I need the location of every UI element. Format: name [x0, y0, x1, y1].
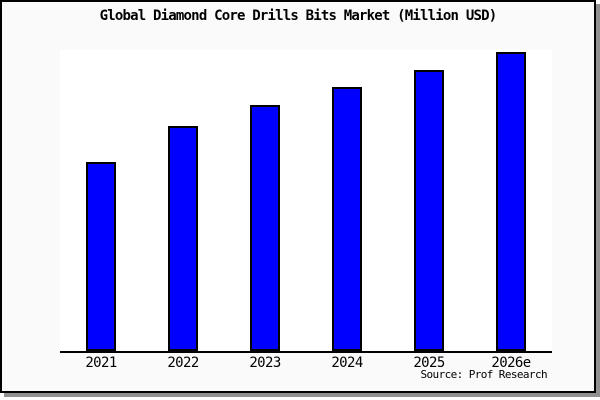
bar-slot-2024: [306, 50, 388, 351]
bars-container: [60, 50, 552, 351]
x-tick-2024: 2024: [331, 355, 363, 371]
plot-area: [60, 50, 552, 353]
bar-slot-2022: [142, 50, 224, 351]
bar-2023: [250, 105, 280, 351]
source-credit: Source: Prof Research: [420, 368, 548, 381]
chart-panel: Global Diamond Core Drills Bits Market (…: [0, 0, 596, 393]
bar-2024: [332, 87, 362, 351]
bar-2022: [168, 126, 198, 351]
bar-2026e: [496, 51, 526, 351]
bar-slot-2021: [60, 50, 142, 351]
x-axis-tick-labels: 2021 2022 2023 2024 2025 2026e: [60, 356, 552, 370]
x-tick-2026e: 2026e: [491, 355, 531, 371]
bar-2021: [86, 162, 116, 351]
bar-2025: [414, 69, 444, 351]
x-tick-2025: 2025: [413, 355, 445, 371]
bar-slot-2023: [224, 50, 306, 351]
chart-title: Global Diamond Core Drills Bits Market (…: [99, 8, 498, 24]
x-tick-2022: 2022: [167, 355, 199, 371]
bar-slot-2025: [388, 50, 470, 351]
x-tick-2021: 2021: [85, 355, 117, 371]
x-tick-2023: 2023: [249, 355, 281, 371]
bar-slot-2026e: [470, 50, 552, 351]
